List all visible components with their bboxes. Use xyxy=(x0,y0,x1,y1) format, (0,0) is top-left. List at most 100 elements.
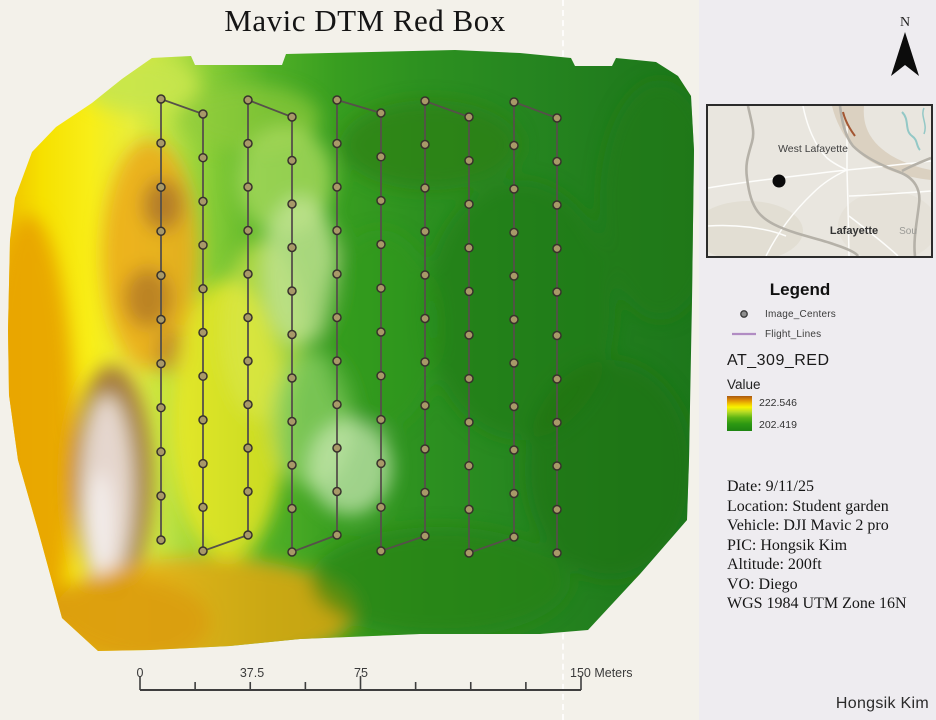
image-center-dot xyxy=(552,113,562,123)
flight-metadata: Date: 9/11/25 Location: Student garden V… xyxy=(727,477,932,614)
legend-item-label: Flight_Lines xyxy=(765,328,822,340)
color-ramp-icon xyxy=(727,396,752,431)
image-center-dot xyxy=(464,286,474,297)
image-center-dot xyxy=(509,140,519,151)
image-center-dot xyxy=(332,138,342,149)
image-center-dot xyxy=(464,243,474,253)
image-center-dot xyxy=(198,327,208,338)
legend-item-label: Image_Centers xyxy=(765,308,836,320)
image-center-dot xyxy=(509,358,519,368)
image-center-dot xyxy=(243,95,253,105)
image-center-dot xyxy=(509,401,519,412)
inset-label-west-lafayette: West Lafayette xyxy=(778,143,848,155)
image-center-dot xyxy=(464,199,474,209)
meta-vo: VO: Diego xyxy=(727,575,798,593)
legend: Legend Image_Centers Flight_Lines AT_309… xyxy=(707,280,922,432)
image-center-dot xyxy=(243,269,253,279)
image-center-dot xyxy=(198,371,208,381)
image-center-dot xyxy=(287,242,297,253)
inset-locator-map: West Lafayette Lafayette Sou xyxy=(693,104,936,261)
image-center-dot xyxy=(243,182,253,192)
image-center-dot xyxy=(198,546,208,556)
image-center-dot xyxy=(552,504,562,515)
image-center-dot xyxy=(420,96,430,106)
legend-item-flight-lines: Flight_Lines xyxy=(729,328,922,340)
image-center-dot xyxy=(156,270,166,281)
legend-color-ramp: 222.546 202.419 xyxy=(727,396,922,432)
image-center-dot xyxy=(552,374,562,384)
image-center-dot xyxy=(464,112,474,122)
image-center-dot xyxy=(552,156,562,167)
scale-label-150: 150 Meters xyxy=(570,666,633,680)
image-center-dot xyxy=(332,225,342,236)
image-center-dot xyxy=(287,199,297,209)
image-center-dot xyxy=(376,152,386,162)
image-center-dot xyxy=(376,239,386,250)
image-center-dot xyxy=(552,200,562,210)
ramp-max-value: 222.546 xyxy=(759,397,797,409)
river-valley-band xyxy=(832,106,931,180)
ramp-min-value: 202.419 xyxy=(759,419,797,431)
image-center-dot xyxy=(332,182,342,192)
image-center-dot xyxy=(464,155,474,166)
image-center-dot xyxy=(243,530,253,540)
image-center-dot xyxy=(198,458,208,469)
image-center-dot xyxy=(464,504,474,515)
image-center-dot xyxy=(198,152,208,163)
north-label: N xyxy=(899,15,911,30)
inset-label-south-partial: Sou xyxy=(899,226,917,237)
red-road-segment xyxy=(842,111,856,137)
stream-lines xyxy=(901,107,926,151)
author-credit: Hongsik Kim xyxy=(835,695,929,712)
image-center-dot xyxy=(376,283,386,293)
main-map-canvas: 0 37.5 75 150 Meters xyxy=(8,50,694,691)
image-center-dot xyxy=(198,240,208,250)
meta-date: Date: 9/11/25 xyxy=(727,478,814,495)
image-center-dot xyxy=(420,183,430,193)
image-center-dot xyxy=(156,314,166,325)
image-center-dot xyxy=(552,461,562,471)
scale-bar: 0 37.5 75 150 Meters xyxy=(137,666,633,691)
image-center-dot xyxy=(552,330,562,341)
image-center-dot xyxy=(332,399,342,410)
image-center-dot xyxy=(287,112,297,122)
scale-label-37: 37.5 xyxy=(240,666,264,680)
image-center-dot xyxy=(332,530,342,540)
flight-lines-line-icon xyxy=(729,331,759,337)
image-center-dot xyxy=(156,94,166,104)
legend-item-image-centers: Image_Centers xyxy=(729,308,922,320)
meta-altitude: Altitude: 200ft xyxy=(727,556,822,573)
image-center-dot xyxy=(552,243,562,254)
image-center-dot xyxy=(552,417,562,428)
image-center-dot xyxy=(287,503,297,514)
image-center-dot xyxy=(243,356,253,366)
image-center-dot xyxy=(376,458,386,469)
image-center-dot xyxy=(332,356,342,366)
image-center-dot xyxy=(420,313,430,324)
image-center-dot xyxy=(332,95,342,105)
legend-value-label: Value xyxy=(727,377,761,392)
image-center-dot xyxy=(156,358,166,369)
north-arrow-icon xyxy=(891,32,919,76)
image-center-dot xyxy=(376,327,386,337)
image-center-dot xyxy=(509,488,519,499)
image-center-dot xyxy=(287,460,297,470)
inset-map-canvas: West Lafayette Lafayette Sou xyxy=(693,105,936,261)
image-center-dot xyxy=(198,284,208,294)
image-center-dot xyxy=(376,108,386,118)
image-center-dot xyxy=(420,400,430,411)
image-center-dot xyxy=(464,461,474,471)
north-arrow: N xyxy=(888,16,922,88)
minor-roads xyxy=(707,105,932,257)
image-center-dot xyxy=(156,138,166,148)
image-center-dot xyxy=(156,491,166,501)
image-center-dot xyxy=(509,227,519,238)
image-center-dot xyxy=(509,314,519,325)
image-center-dot xyxy=(509,445,519,455)
image-center-dot xyxy=(156,226,166,237)
image-center-dot xyxy=(420,226,430,237)
image-center-dot xyxy=(376,195,386,206)
legend-title: Legend xyxy=(769,280,831,299)
image-center-dot xyxy=(420,270,430,280)
